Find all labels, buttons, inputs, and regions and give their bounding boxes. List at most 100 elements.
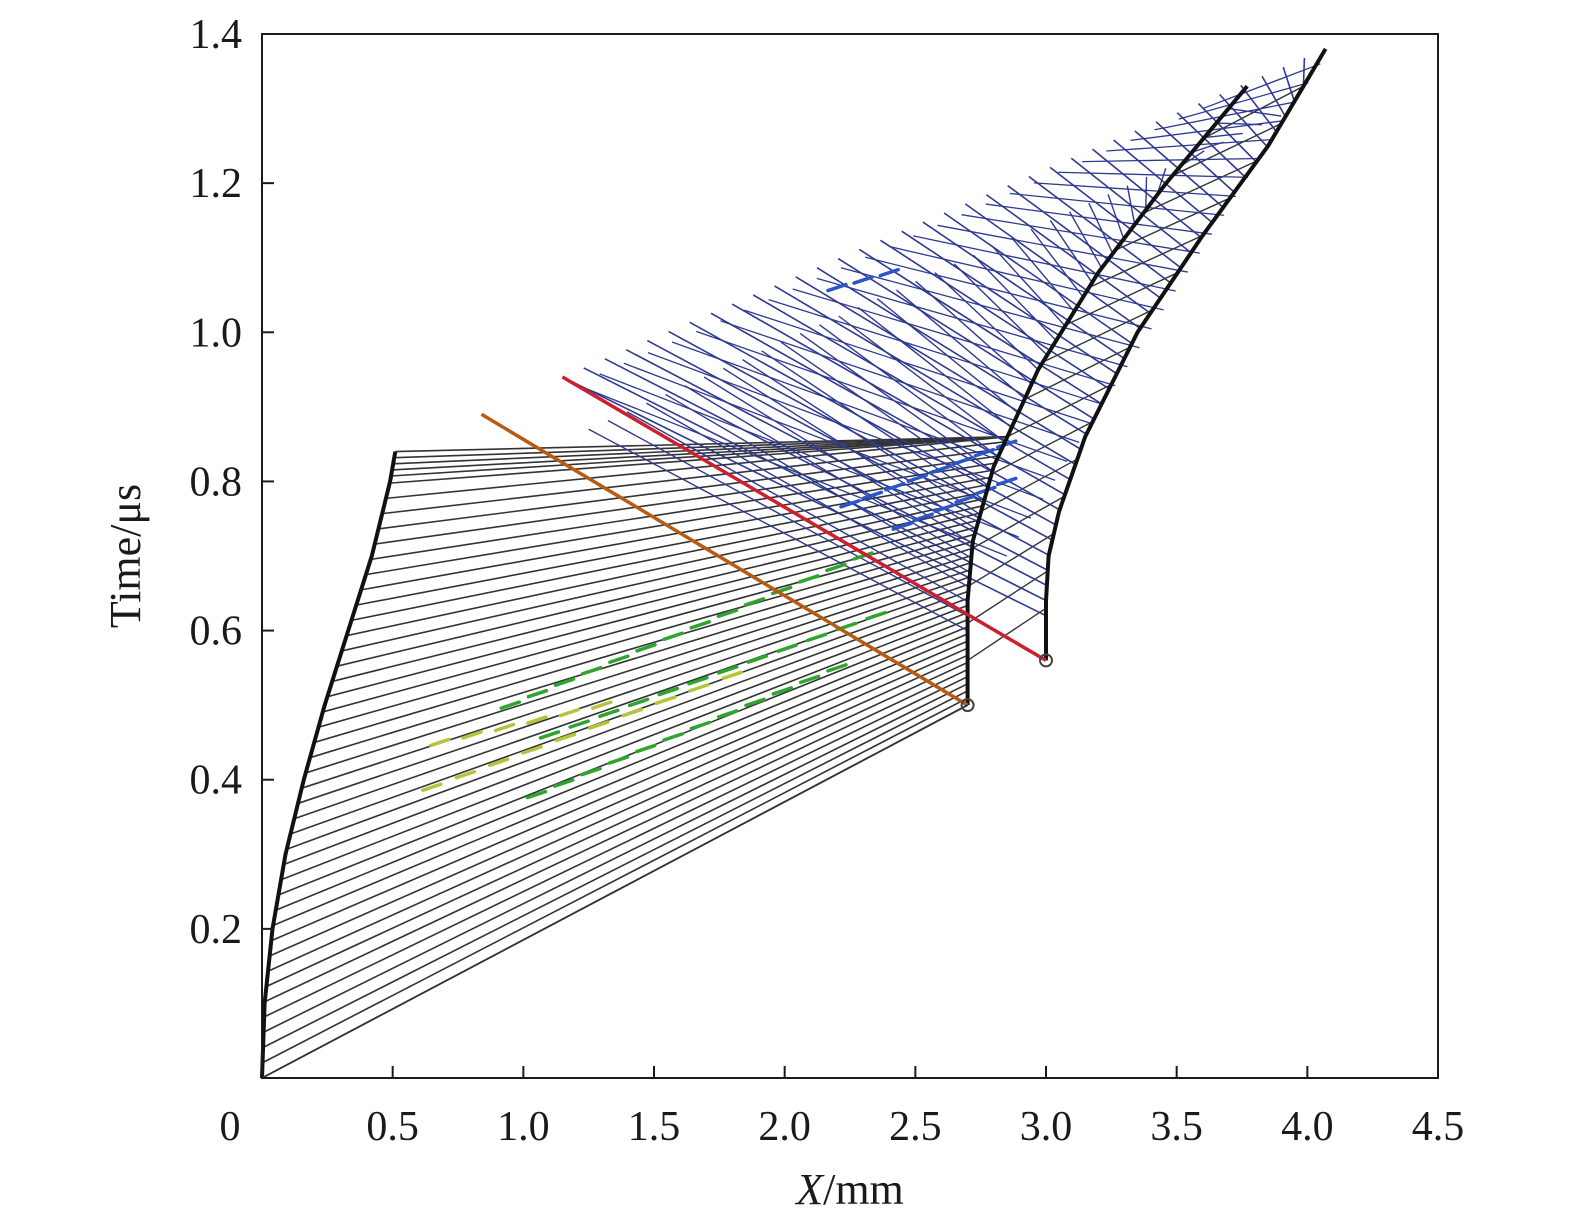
wave-net-line [626,411,968,603]
series-impact-characteristic [261,704,969,1079]
y-tick-label: 1.0 [190,310,243,356]
characteristic-line [378,448,1002,530]
colored-mark [826,282,848,293]
node-marker [960,698,975,713]
colored-mark [825,562,847,573]
wave-net-line [799,332,993,472]
colored-mark [951,456,973,466]
transmitted-line [1172,122,1282,177]
characteristic-line [262,697,968,1064]
colored-mark [826,663,848,673]
x-axis-label: X/mm [794,1165,904,1214]
wave-net-cross-line [1178,82,1309,120]
colored-mark [487,757,510,768]
wave-net-line [1011,237,1075,313]
colored-mark [461,730,483,740]
colored-mark [996,439,1018,449]
wave-net-line [684,385,972,559]
wave-net-cross-line [744,309,1092,425]
y-axis-label: Time/μs [101,484,150,628]
x-tick-label: 2.0 [758,1104,811,1150]
colored-mark [973,447,996,458]
colored-mark [839,499,861,509]
series-interface-1 [965,84,1249,706]
y-tick-label: 1.4 [190,12,243,58]
colored-mark [743,597,766,607]
colored-mark [657,686,680,697]
wave-net-line [795,276,1082,451]
wave-net-line [858,248,1103,405]
colored-mark [933,503,955,514]
characteristic-line [286,597,969,850]
colored-mark [635,643,657,653]
wave-net-cross-line [1202,63,1321,110]
transmitted-line [1088,234,1204,289]
colored-mark [493,722,516,733]
characteristic-line [263,675,968,1018]
colored-mark [776,643,798,653]
wave-net-cross-line [768,298,1104,406]
colored-mark [598,708,620,719]
wave-net-line [774,285,1076,466]
series-interface-2 [1044,47,1328,661]
colored-mark [928,464,951,475]
colored-mark [526,715,548,725]
wave-net-line [1030,228,1084,298]
wave-net-cross-line [840,267,1140,349]
characteristic-line [267,654,968,972]
characteristic-line [314,547,973,744]
wave-net-line [1282,66,1296,102]
colored-mark [554,732,577,743]
characteristic-line [360,476,991,591]
wave-net-line [1197,103,1257,163]
wave-net-line [816,266,1087,435]
colored-mark [891,521,914,531]
characteristic-line [297,576,970,805]
y-tick-label: 1.2 [190,161,243,207]
wave-net-line [964,203,1141,330]
wave-net-cross-line [937,224,1188,273]
colored-mark [912,512,934,522]
wave-net-cross-line [1106,138,1273,152]
colored-mark [721,670,744,681]
wave-net-cross-line [1058,171,1249,179]
colored-mark [771,686,794,696]
wave-net-line [838,315,1006,443]
wave-net-cross-line [864,256,1152,330]
wave-net-line [689,321,1057,526]
characteristic-line [283,604,968,866]
x-tick-label: 4.0 [1281,1104,1334,1150]
colored-mark [608,654,630,665]
wave-net-line [1091,148,1202,239]
wave-net-line [665,393,971,574]
series-lines [260,47,1328,1079]
x-axis-label-var: X [794,1165,825,1214]
x-tick-label: 1.5 [628,1104,681,1150]
wave-net-line [761,350,985,501]
characteristic-line [370,462,996,561]
colored-mark [568,719,590,729]
colored-mark [906,473,928,483]
wave-net-line [710,312,1060,511]
characteristic-line [269,647,968,957]
colored-mark [525,789,548,800]
colored-mark [716,608,739,619]
colored-mark [588,720,610,730]
x-tick-label: 4.5 [1412,1104,1465,1150]
colored-mark [421,782,443,792]
wave-net-line [1113,139,1213,224]
wave-net-cross-line [1009,192,1224,216]
wave-net-cross-line [623,362,1032,519]
transmitted-line [968,533,1055,587]
transmitted-line [980,458,1078,512]
wave-net-line [780,341,989,487]
wave-net-line [837,257,1095,420]
wave-net-line [1107,194,1125,240]
wave-net-cross-line [1154,101,1297,131]
x-axis-label-unit: /mm [823,1165,904,1214]
colored-mark [521,745,543,755]
colored-mark [553,677,576,687]
colored-mark [884,482,906,492]
characteristic-line [262,690,968,1049]
